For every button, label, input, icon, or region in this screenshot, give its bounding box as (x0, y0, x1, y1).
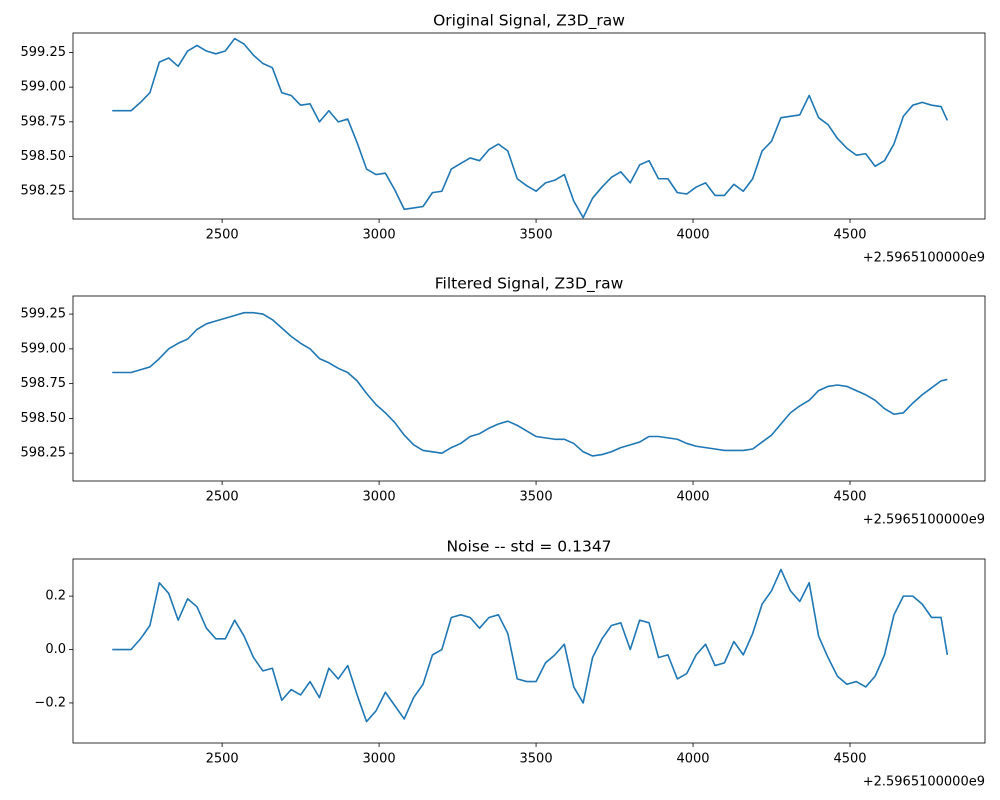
chart-title: Filtered Signal, Z3D_raw (435, 275, 624, 294)
x-tick-label: 4000 (676, 752, 709, 767)
y-tick-label: 599.25 (21, 45, 67, 60)
x-tick-label: 2500 (206, 490, 239, 505)
axes-frame (72, 558, 986, 744)
y-tick-label: −0.2 (34, 695, 66, 710)
x-tick-label: 3500 (520, 752, 553, 767)
x-tick-label: 3000 (363, 490, 396, 505)
x-tick-label: 4500 (833, 228, 866, 243)
signal-line (112, 37, 949, 219)
x-tick-label: 3500 (520, 490, 553, 505)
x-offset-label: +2.5965100000e9 (863, 775, 985, 790)
signal-line (112, 568, 949, 723)
y-tick-label: 0.2 (45, 589, 66, 604)
x-tick-label: 4000 (676, 228, 709, 243)
signal-line (112, 311, 948, 457)
x-tick-label: 2500 (206, 228, 239, 243)
y-tick-label: 598.25 (21, 184, 67, 199)
x-tick-label: 4500 (833, 490, 866, 505)
x-tick-label: 3000 (363, 752, 396, 767)
y-tick-label: 0.0 (45, 642, 66, 657)
y-tick-label: 599.00 (21, 341, 67, 356)
x-offset-label: +2.5965100000e9 (863, 513, 985, 528)
y-tick-label: 599.00 (21, 80, 67, 95)
axes-frame (72, 32, 986, 220)
x-tick-label: 3500 (520, 228, 553, 243)
chart-title: Noise -- std = 0.1347 (446, 538, 611, 556)
y-tick-label: 598.50 (21, 411, 67, 426)
y-tick-label: 598.75 (21, 114, 67, 129)
x-tick-label: 2500 (206, 752, 239, 767)
x-offset-label: +2.5965100000e9 (863, 251, 985, 266)
y-tick-label: 598.75 (21, 376, 67, 391)
axes-frame (72, 295, 986, 482)
chart-title: Original Signal, Z3D_raw (433, 12, 625, 31)
x-tick-label: 4500 (833, 752, 866, 767)
y-tick-label: 598.50 (21, 149, 67, 164)
y-tick-label: 599.25 (21, 307, 67, 322)
y-tick-label: 598.25 (21, 446, 67, 461)
x-tick-label: 3000 (363, 228, 396, 243)
x-tick-label: 4000 (676, 490, 709, 505)
